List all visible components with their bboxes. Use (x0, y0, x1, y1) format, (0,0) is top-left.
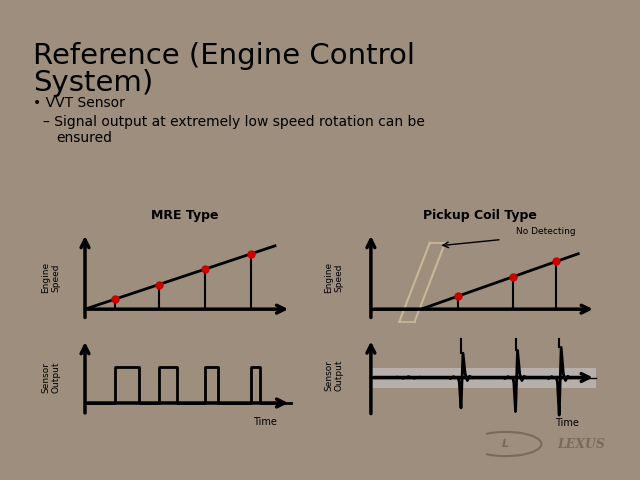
Text: MRE Type: MRE Type (151, 209, 219, 222)
Bar (371, 368, 596, 388)
Text: – Signal output at extremely low speed rotation can be: – Signal output at extremely low speed r… (43, 115, 424, 129)
Text: Sensor
Output: Sensor Output (324, 360, 344, 391)
Text: Time: Time (253, 417, 277, 427)
Text: L: L (502, 439, 509, 449)
Text: ensured: ensured (56, 131, 112, 145)
Text: No Detecting: No Detecting (516, 228, 575, 236)
Text: • VVT Sensor: • VVT Sensor (33, 96, 125, 109)
Text: Sensor
Output: Sensor Output (42, 362, 61, 393)
Text: Engine
Speed: Engine Speed (42, 262, 61, 293)
Text: Engine
Speed: Engine Speed (324, 262, 344, 293)
Text: Reference (Engine Control: Reference (Engine Control (33, 42, 415, 71)
Text: Pickup Coil Type: Pickup Coil Type (423, 209, 537, 222)
Text: LEXUS: LEXUS (557, 437, 605, 451)
Text: System): System) (33, 69, 154, 97)
Text: Time: Time (556, 418, 579, 428)
